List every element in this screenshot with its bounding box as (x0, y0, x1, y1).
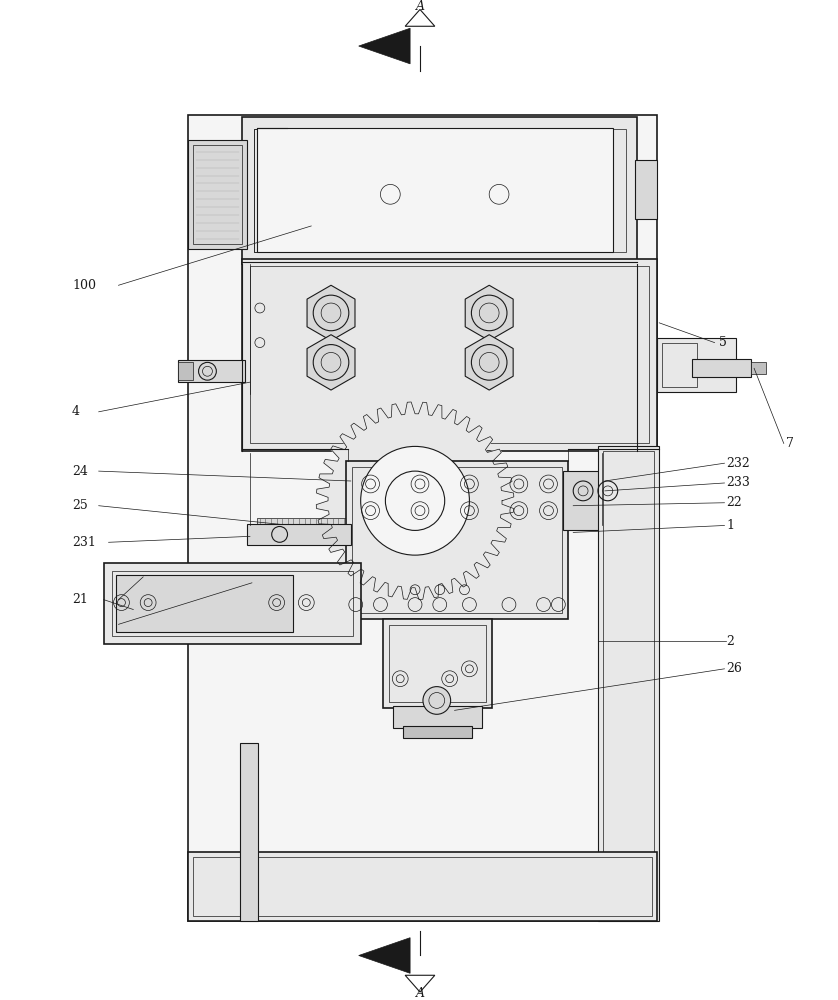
Text: A: A (416, 0, 425, 13)
Polygon shape (316, 402, 514, 600)
Text: 233: 233 (727, 476, 750, 489)
Text: 100: 100 (72, 279, 96, 292)
Bar (257, 518, 380, 531)
Bar (393, 706, 482, 728)
Bar (662, 343, 696, 387)
Bar (346, 461, 568, 619)
Bar (178, 362, 193, 380)
Text: 24: 24 (72, 465, 88, 478)
Text: 25: 25 (72, 499, 88, 512)
Polygon shape (465, 335, 513, 390)
Bar (403, 726, 473, 738)
Text: 231: 231 (72, 536, 96, 549)
Polygon shape (359, 28, 410, 64)
Bar (250, 266, 649, 443)
Bar (352, 467, 562, 613)
Bar (390, 625, 486, 702)
Bar (178, 360, 245, 382)
Bar (116, 575, 293, 632)
Bar (257, 531, 380, 536)
FancyArrow shape (549, 635, 598, 647)
Bar (193, 145, 242, 244)
Text: 7: 7 (786, 437, 794, 450)
Circle shape (423, 687, 451, 714)
Bar (563, 471, 603, 530)
Text: A: A (416, 987, 425, 1000)
Text: 21: 21 (72, 593, 88, 606)
Polygon shape (307, 335, 355, 390)
Bar (751, 362, 766, 374)
Bar (240, 743, 258, 921)
Text: 22: 22 (727, 496, 742, 509)
Bar (104, 563, 360, 644)
Bar (384, 619, 492, 708)
Text: 1: 1 (727, 519, 734, 532)
Text: 5: 5 (718, 336, 727, 349)
Bar (242, 259, 657, 451)
Bar (188, 852, 657, 921)
Text: 26: 26 (727, 662, 742, 675)
Bar (598, 446, 660, 921)
Bar (692, 359, 751, 377)
Bar (254, 129, 626, 252)
Bar (657, 338, 737, 392)
Polygon shape (307, 285, 355, 341)
Circle shape (360, 446, 469, 555)
Bar (603, 451, 654, 916)
Bar (111, 571, 353, 636)
Text: 4: 4 (72, 405, 80, 418)
Bar (247, 524, 351, 545)
Bar (188, 115, 657, 921)
Bar (254, 129, 333, 252)
Bar (242, 117, 638, 264)
Bar (188, 140, 247, 249)
Polygon shape (359, 938, 410, 973)
Text: 2: 2 (727, 635, 734, 648)
Bar (193, 857, 652, 916)
Bar (257, 128, 613, 252)
Text: 232: 232 (727, 457, 750, 470)
Polygon shape (465, 285, 513, 341)
Bar (635, 160, 657, 219)
